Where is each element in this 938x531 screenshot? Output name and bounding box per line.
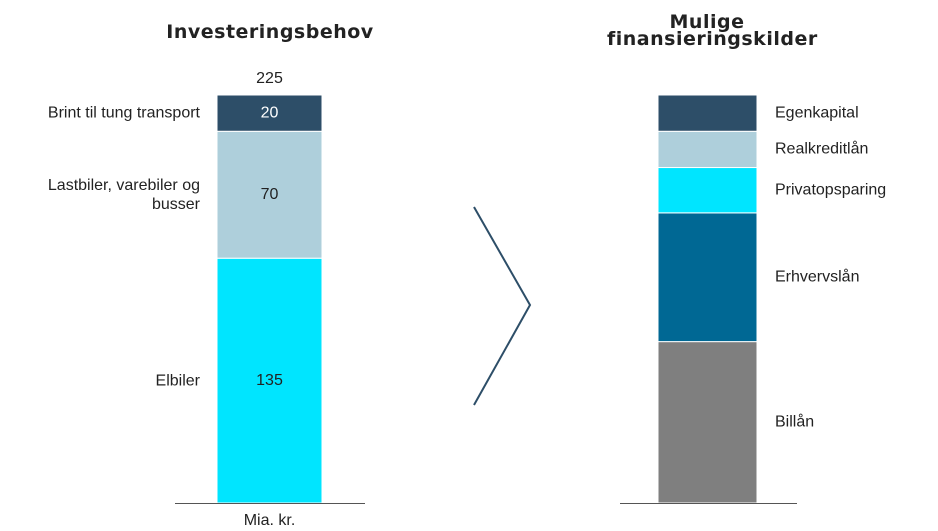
bar-segment [657,94,758,132]
bar-segment [657,167,758,214]
bar-segment [657,130,758,169]
data-label: 70 [261,186,279,203]
data-label: 20 [261,104,279,121]
bar-segment [216,94,323,132]
segment-label: Realkreditlån [775,140,869,158]
bar-segment [216,257,323,504]
chart-title: Investeringsbehov [166,21,374,43]
x-axis-label: Mia. kr. [244,512,296,529]
bar-segment [657,341,758,504]
segment-label: Erhvervslån [775,268,860,286]
total-label: 225 [256,70,283,87]
data-label: 135 [256,372,283,389]
chart-title: Mulige finansieringskilder [607,11,818,50]
bar-segment [216,130,323,259]
segment-label: Brint til tung transport [47,104,200,122]
chevron [473,206,532,406]
segment-label: Elbiler [155,372,200,390]
bar-segment [657,212,758,343]
segment-label: Privatopsparing [775,181,887,199]
segment-label: Billån [775,413,815,431]
segment-label: Egenkapital [775,104,859,122]
segment-label: Lastbiler, varebiler og busser [47,176,200,213]
